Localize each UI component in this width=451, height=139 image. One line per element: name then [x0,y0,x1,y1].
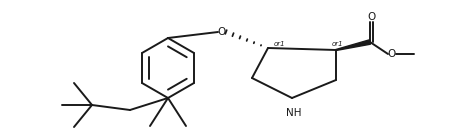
Text: O: O [367,12,375,22]
Text: NH: NH [286,108,302,118]
Text: or1: or1 [274,41,285,47]
Text: O: O [218,27,226,37]
Text: or1: or1 [332,41,344,47]
Text: O: O [388,49,396,59]
Polygon shape [336,40,371,50]
